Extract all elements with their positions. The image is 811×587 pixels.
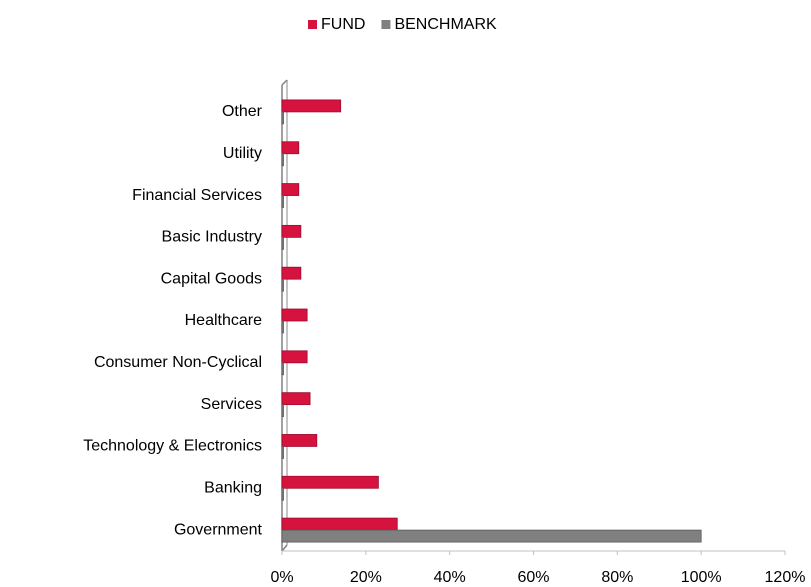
bar [281, 392, 311, 406]
y-tick-label: Consumer Non-Cyclical [94, 354, 262, 371]
bar [281, 487, 284, 501]
legend-swatch [308, 20, 317, 29]
bar [281, 475, 379, 489]
legend-swatch [381, 20, 391, 29]
legend-label: BENCHMARK [394, 16, 497, 33]
x-tick-label: 120% [765, 569, 806, 586]
bar [281, 99, 342, 113]
x-tick-label: 100% [681, 569, 722, 586]
bar [281, 362, 284, 376]
bar [281, 320, 284, 334]
y-tick-label: Other [222, 103, 263, 120]
bar [281, 278, 284, 292]
bar [281, 266, 302, 280]
y-tick-label: Basic Industry [162, 229, 262, 246]
bar [281, 236, 284, 250]
bar [281, 224, 302, 238]
y-tick-label: Capital Goods [161, 270, 262, 287]
bar [281, 350, 308, 364]
x-tick-label: 40% [434, 569, 466, 586]
x-tick-label: 0% [270, 569, 293, 586]
bar [281, 183, 300, 196]
y-tick-label: Healthcare [185, 312, 262, 329]
x-tick-label: 60% [517, 569, 549, 586]
legend-label: FUND [321, 16, 365, 33]
y-tick-label: Financial Services [132, 187, 262, 204]
x-tick-label: 80% [601, 569, 633, 586]
axis-corner [281, 544, 288, 552]
bar [281, 529, 702, 543]
bar [281, 308, 308, 322]
x-tick-label: 20% [350, 569, 382, 586]
bar [281, 153, 284, 167]
bar [281, 517, 398, 531]
bar [281, 434, 318, 447]
bar [281, 195, 284, 208]
bar [281, 141, 300, 155]
bar [281, 111, 284, 125]
y-tick-label: Services [201, 396, 262, 413]
y-tick-label: Utility [223, 145, 262, 162]
axis-corner [281, 79, 288, 86]
bar [281, 446, 284, 459]
bar [281, 404, 284, 418]
y-tick-label: Government [174, 521, 263, 538]
y-tick-label: Banking [204, 479, 262, 496]
y-tick-label: Technology & Electronics [83, 438, 262, 455]
